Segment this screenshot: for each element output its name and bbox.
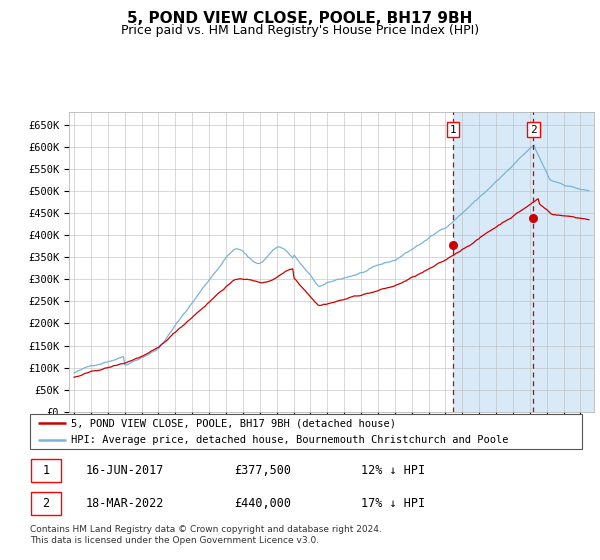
Text: Contains HM Land Registry data © Crown copyright and database right 2024.
This d: Contains HM Land Registry data © Crown c… — [30, 525, 382, 545]
Text: £377,500: £377,500 — [234, 464, 291, 477]
Text: 18-MAR-2022: 18-MAR-2022 — [85, 497, 164, 510]
Text: 2: 2 — [43, 497, 50, 510]
FancyBboxPatch shape — [31, 492, 61, 515]
Text: £440,000: £440,000 — [234, 497, 291, 510]
Text: 1: 1 — [450, 125, 457, 134]
Text: 2: 2 — [530, 125, 537, 134]
Text: 5, POND VIEW CLOSE, POOLE, BH17 9BH: 5, POND VIEW CLOSE, POOLE, BH17 9BH — [127, 11, 473, 26]
Text: 5, POND VIEW CLOSE, POOLE, BH17 9BH (detached house): 5, POND VIEW CLOSE, POOLE, BH17 9BH (det… — [71, 418, 397, 428]
Text: 16-JUN-2017: 16-JUN-2017 — [85, 464, 164, 477]
FancyBboxPatch shape — [31, 459, 61, 482]
Text: 1: 1 — [43, 464, 50, 477]
Text: Price paid vs. HM Land Registry's House Price Index (HPI): Price paid vs. HM Land Registry's House … — [121, 24, 479, 36]
Text: 17% ↓ HPI: 17% ↓ HPI — [361, 497, 425, 510]
Text: HPI: Average price, detached house, Bournemouth Christchurch and Poole: HPI: Average price, detached house, Bour… — [71, 436, 509, 445]
Bar — [453, 112, 594, 412]
Text: 12% ↓ HPI: 12% ↓ HPI — [361, 464, 425, 477]
FancyBboxPatch shape — [30, 414, 582, 449]
